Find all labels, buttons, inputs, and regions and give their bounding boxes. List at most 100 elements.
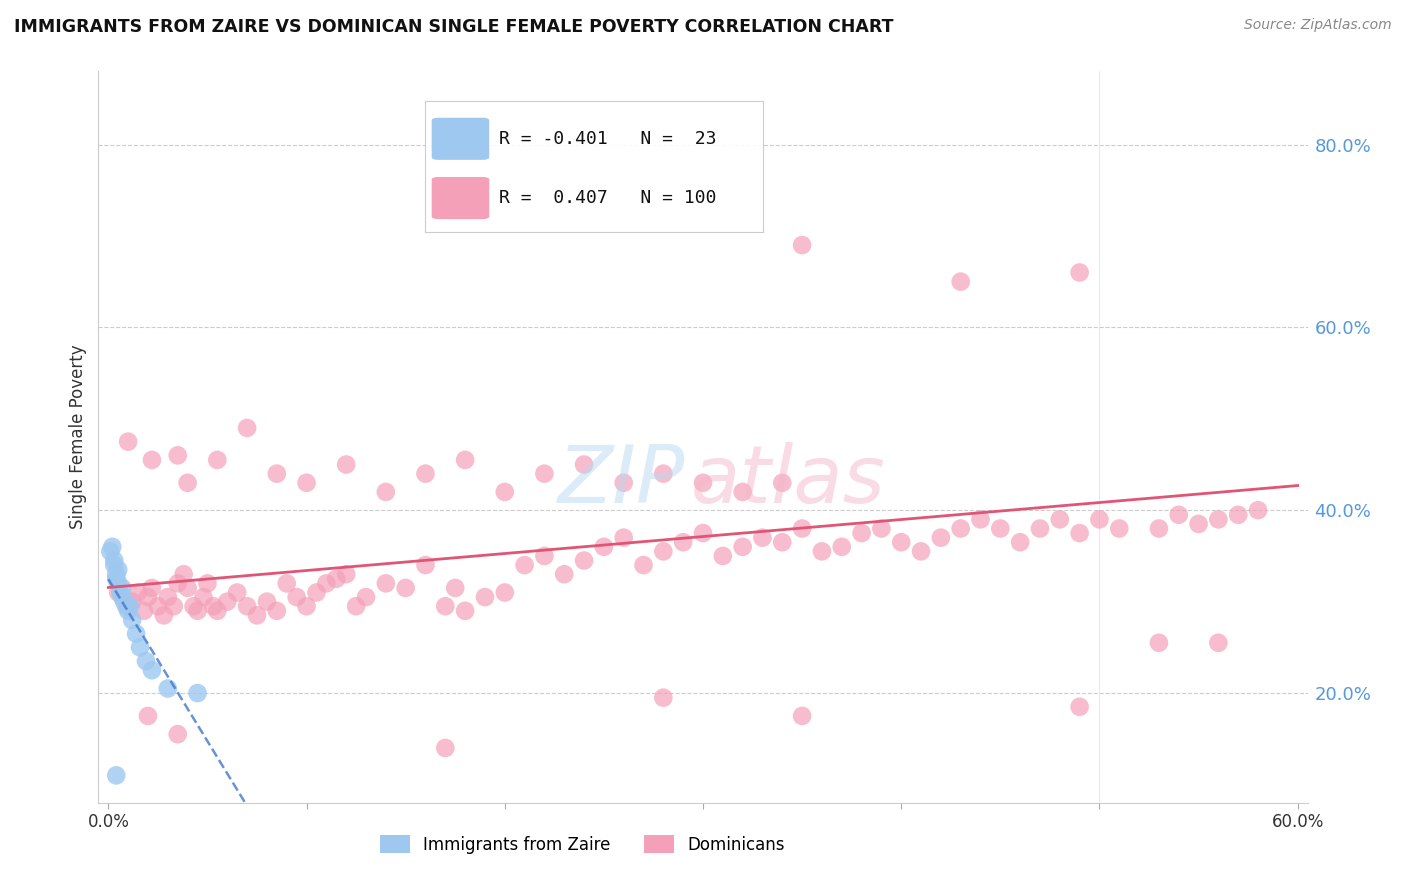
Point: [344, 599, 367, 614]
Point: [949, 521, 972, 535]
Point: [325, 572, 347, 586]
Point: [593, 540, 616, 554]
Point: [135, 654, 157, 668]
Point: [217, 594, 239, 608]
Point: [236, 599, 259, 614]
Point: [1010, 535, 1032, 549]
Point: [101, 540, 124, 554]
Point: [434, 740, 457, 755]
Point: [105, 567, 128, 582]
Point: [494, 485, 516, 500]
Point: [207, 604, 229, 618]
Point: [285, 590, 308, 604]
Point: [136, 590, 159, 604]
Point: [692, 475, 714, 490]
Point: [910, 544, 932, 558]
Point: [105, 768, 128, 782]
Point: [202, 599, 225, 614]
Point: [692, 526, 714, 541]
Point: [929, 531, 952, 545]
Point: [129, 640, 152, 655]
Point: [969, 512, 991, 526]
Point: [474, 590, 496, 604]
Y-axis label: Single Female Poverty: Single Female Poverty: [69, 345, 87, 529]
Point: [870, 521, 893, 535]
Point: [652, 467, 675, 481]
Point: [374, 576, 396, 591]
Point: [156, 590, 179, 604]
Point: [454, 604, 477, 618]
Point: [851, 526, 873, 541]
Point: [1208, 636, 1230, 650]
Point: [890, 535, 912, 549]
Point: [1049, 512, 1071, 526]
Point: [136, 709, 159, 723]
Point: [652, 544, 675, 558]
Point: [434, 599, 457, 614]
Point: [117, 434, 139, 449]
Point: [513, 558, 536, 573]
Point: [117, 599, 139, 614]
Point: [1088, 512, 1111, 526]
Point: [374, 485, 396, 500]
Point: [1187, 516, 1209, 531]
Point: [107, 585, 129, 599]
Text: ZIP: ZIP: [558, 442, 685, 520]
Point: [246, 608, 269, 623]
Point: [166, 576, 188, 591]
Point: [731, 540, 754, 554]
Point: [295, 475, 318, 490]
Point: [107, 576, 129, 591]
Point: [633, 558, 655, 573]
Point: [731, 485, 754, 500]
Point: [256, 594, 278, 608]
Point: [173, 567, 195, 582]
Point: [141, 581, 163, 595]
Point: [1029, 521, 1052, 535]
Point: [117, 604, 139, 618]
Point: [125, 626, 148, 640]
Point: [141, 453, 163, 467]
Point: [266, 467, 288, 481]
Point: [1147, 636, 1170, 650]
Point: [112, 594, 135, 608]
Point: [236, 421, 259, 435]
Point: [494, 585, 516, 599]
Point: [572, 553, 595, 567]
Point: [115, 599, 138, 614]
Point: [1326, 110, 1348, 124]
Point: [553, 567, 575, 582]
Point: [226, 585, 249, 599]
Point: [105, 572, 128, 586]
Point: [103, 553, 125, 567]
Point: [1069, 699, 1091, 714]
Point: [613, 475, 636, 490]
Point: [132, 604, 155, 618]
Point: [110, 585, 132, 599]
Point: [207, 453, 229, 467]
Point: [197, 576, 219, 591]
Legend: Immigrants from Zaire, Dominicans: Immigrants from Zaire, Dominicans: [373, 829, 792, 860]
Point: [315, 576, 337, 591]
Point: [652, 690, 675, 705]
Text: IMMIGRANTS FROM ZAIRE VS DOMINICAN SINGLE FEMALE POVERTY CORRELATION CHART: IMMIGRANTS FROM ZAIRE VS DOMINICAN SINGL…: [14, 18, 894, 36]
Point: [141, 663, 163, 677]
Point: [103, 558, 125, 573]
Point: [672, 535, 695, 549]
Point: [276, 576, 298, 591]
Point: [1227, 508, 1250, 522]
Point: [711, 549, 734, 563]
Point: [176, 581, 198, 595]
Point: [186, 686, 208, 700]
Point: [127, 585, 149, 599]
Point: [1208, 512, 1230, 526]
Point: [454, 453, 477, 467]
Point: [121, 613, 143, 627]
Point: [770, 535, 793, 549]
Point: [111, 590, 134, 604]
Point: [1167, 508, 1189, 522]
Point: [166, 448, 188, 462]
Point: [790, 709, 813, 723]
Point: [186, 604, 208, 618]
Text: Source: ZipAtlas.com: Source: ZipAtlas.com: [1244, 18, 1392, 32]
